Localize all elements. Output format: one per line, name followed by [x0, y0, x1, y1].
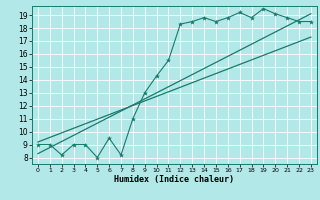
X-axis label: Humidex (Indice chaleur): Humidex (Indice chaleur) [115, 175, 234, 184]
